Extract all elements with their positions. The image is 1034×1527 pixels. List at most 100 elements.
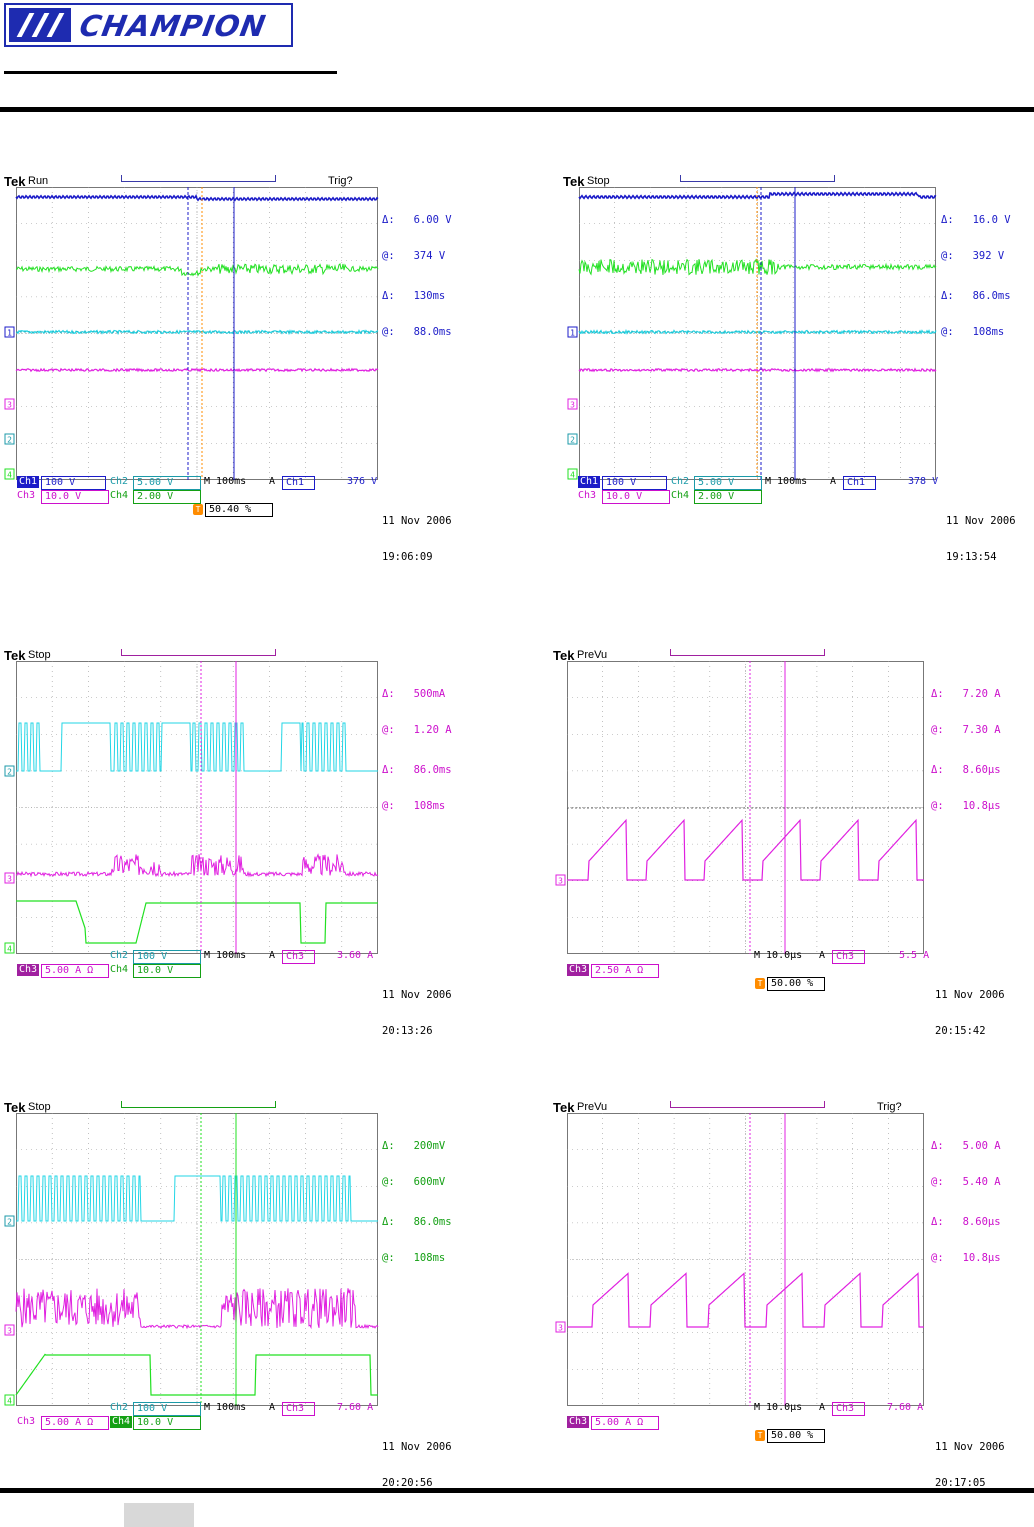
timebase: M 100ms — [204, 476, 247, 487]
scope-header: Tek Stop — [563, 172, 1033, 190]
timebase: M 100ms — [204, 1402, 247, 1413]
ch1-label: Ch1 — [17, 476, 40, 488]
trig-level: 378 V — [908, 476, 939, 487]
ch3-trace — [15, 367, 379, 373]
record-bar — [121, 175, 276, 182]
marker-label: 3 — [558, 1324, 563, 1333]
channel-marker-icon: 4 — [4, 942, 15, 954]
ch3-label: Ch3 — [567, 964, 590, 976]
channel-marker-icon: 3 — [555, 1321, 566, 1333]
logo-text: CHAMPION — [77, 9, 269, 43]
ch3-scale: 5.00 A Ω — [41, 964, 109, 978]
ch3-label: Ch3 — [17, 1416, 36, 1427]
time: 20:15:42 — [935, 1025, 986, 1037]
marker-label: 1 — [7, 329, 12, 338]
marker-box — [4, 326, 15, 338]
ch4-scale: 2.00 V — [133, 490, 201, 504]
marker-box — [4, 1215, 15, 1227]
trig-level: 7.60 A — [337, 1402, 374, 1413]
date: 11 Nov 2006 — [935, 989, 1005, 1001]
marker-box — [4, 1394, 15, 1406]
ch3-trace — [567, 1272, 924, 1328]
marker-box — [4, 1324, 15, 1336]
readout-line: @: 88.0ms — [382, 326, 452, 338]
acq-state: PreVu — [577, 1101, 608, 1113]
scope-4: Tek PreVu 3 Δ: 7.20 A @: 7.30 A Δ: 8.60µ… — [553, 646, 1023, 996]
readout-line: Δ: 8.60µs — [931, 764, 1001, 776]
cursor-readout: Δ: 6.00 V @: 374 V Δ: 130ms @: 88.0ms — [382, 190, 452, 362]
marker-box — [4, 398, 15, 410]
tek-label: Tek — [4, 648, 26, 663]
channel-marker-icon: 4 — [4, 1394, 15, 1406]
scope-4-timestamp: 11 Nov 2006 20:15:42 — [935, 965, 1005, 1049]
ch2-scale: 5.00 V — [133, 476, 201, 490]
time: 19:06:09 — [382, 551, 433, 563]
scope-5-timestamp: 11 Nov 2006 20:20:56 — [382, 1417, 452, 1501]
trig-level: 7.60 A — [887, 1402, 924, 1413]
scope-header: Tek Stop — [4, 646, 474, 664]
record-bar — [670, 649, 825, 656]
ch4-label: Ch4 — [110, 1416, 133, 1428]
ch2-trace — [16, 328, 379, 336]
acq-state: Stop — [587, 175, 610, 187]
timebase: M 100ms — [765, 476, 808, 487]
acq-mode: A — [819, 950, 826, 961]
scope-6-timestamp: 11 Nov 2006 20:17:05 — [935, 1417, 1005, 1501]
trigger-pos-icon: T — [755, 978, 765, 989]
trig-level: 376 V — [347, 476, 378, 487]
scope-3-timestamp: 11 Nov 2006 20:13:26 — [382, 965, 452, 1049]
ch1-scale: 100 V — [602, 476, 667, 490]
scope-1: Tek Run Trig? 1 3 2 4 Δ: 6.00 V @: 374 V Δ:… — [4, 172, 474, 522]
marker-label: 2 — [7, 768, 12, 777]
marker-box — [555, 1321, 566, 1333]
channel-marker-icon: 2 — [4, 433, 15, 445]
marker-box — [4, 433, 15, 445]
channel-marker-icon: 2 — [4, 1215, 15, 1227]
channel-marker-icon: 3 — [4, 398, 15, 410]
marker-label: 3 — [7, 875, 12, 884]
ch4-scale: 2.00 V — [694, 490, 762, 504]
channel-marker-icon: 3 — [4, 1324, 15, 1336]
scope-header: Tek PreVu — [553, 646, 1023, 664]
cursor-readout: Δ: 200mV @: 600mV Δ: 86.0ms @: 108ms — [382, 1116, 452, 1288]
marker-label: 3 — [558, 877, 563, 886]
ch3-scale: 2.50 A Ω — [591, 964, 659, 978]
footer-rule — [0, 1488, 1034, 1493]
marker-label: 2 — [7, 1218, 12, 1227]
ch3-label: Ch3 — [578, 490, 597, 501]
marker-box — [4, 942, 15, 954]
marker-label: 2 — [7, 436, 12, 445]
footer-tab — [124, 1503, 194, 1527]
channel-marker-icon: 1 — [4, 326, 15, 338]
ch3-scale: 5.00 A Ω — [41, 1416, 109, 1430]
marker-box — [567, 433, 578, 445]
trigger-pos-icon: T — [193, 504, 203, 515]
record-bar — [680, 175, 835, 182]
channel-marker-icon: 3 — [567, 398, 578, 410]
readout-line: @: 108ms — [382, 1252, 446, 1264]
marker-label: 2 — [570, 436, 575, 445]
waveform-display: 3 — [555, 1113, 924, 1406]
scope-header: Tek Run Trig? — [4, 172, 474, 190]
marker-box — [567, 468, 578, 480]
ch3-trace — [15, 1288, 379, 1330]
readout-line: Δ: 7.20 A — [931, 688, 1001, 700]
time: 20:13:26 — [382, 1025, 433, 1037]
marker-box — [4, 872, 15, 884]
acq-mode: A — [269, 950, 276, 961]
readout-line: @: 374 V — [382, 250, 446, 262]
record-bar — [121, 649, 276, 656]
acq-state: PreVu — [577, 649, 608, 661]
trig-source: Ch1 — [282, 476, 315, 490]
scope-6: Tek PreVu Trig? 3 Δ: 5.00 A @: 5.40 A Δ:… — [553, 1098, 1023, 1448]
scope-6-settings: M 10.0µs A Ch3 7.60 A Ch3 5.00 A Ω T 50.… — [567, 1402, 932, 1447]
readout-line: @: 10.8µs — [931, 1252, 1001, 1264]
scope-5-settings: Ch2 100 V M 100ms A Ch3 7.60 A Ch3 5.00 … — [17, 1402, 382, 1447]
acq-state: Stop — [28, 1101, 51, 1113]
channel-marker-icon: 1 — [567, 326, 578, 338]
channel-marker-icon: 2 — [567, 433, 578, 445]
waveform-display: 2 3 4 — [4, 1113, 379, 1406]
time: 19:13:54 — [946, 551, 997, 563]
waveform-display: 1 3 2 4 — [567, 187, 937, 480]
scope-header: Tek Stop — [4, 1098, 474, 1116]
